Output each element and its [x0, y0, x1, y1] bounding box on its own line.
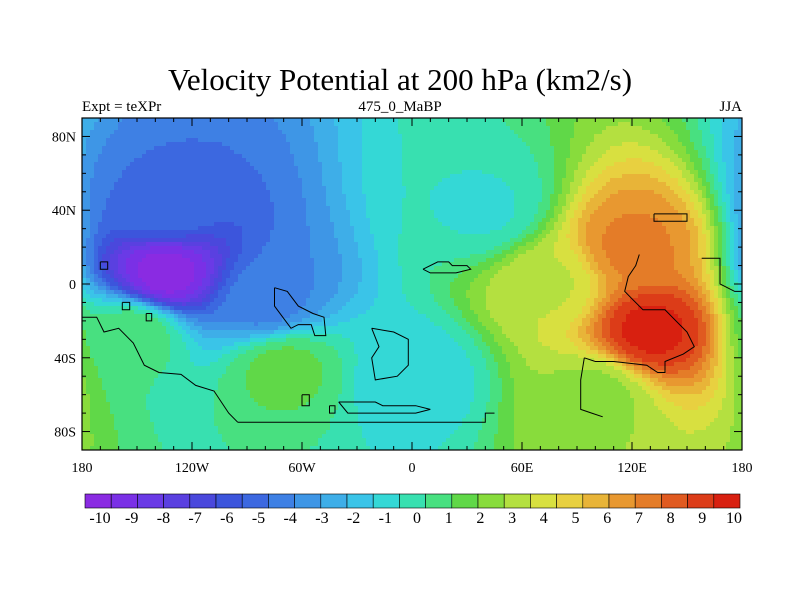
- coastline-3: [371, 327, 409, 381]
- coastline-7: [580, 357, 603, 418]
- colorbar-label: -7: [188, 510, 201, 527]
- y-tick-label: 0: [69, 278, 76, 293]
- colorbar-label: -5: [252, 510, 265, 527]
- coastline-4: [338, 401, 431, 414]
- coastline-11: [145, 313, 153, 322]
- colorbar-label: -6: [220, 510, 233, 527]
- colorbar-box: [241, 493, 269, 509]
- colorbar-label: -3: [315, 510, 328, 527]
- x-tick-label: 60W: [288, 461, 316, 476]
- experiment-label: Expt = teXPr: [82, 99, 162, 115]
- coastline-10: [121, 301, 131, 311]
- x-tick-label: 180: [72, 461, 93, 476]
- coastline-14: [329, 405, 336, 414]
- coastline-12: [99, 261, 109, 270]
- x-tick-label: 180: [732, 461, 753, 476]
- colorbar-labels: -10 -9 -8 -7 -6 -5 -4 -3 -2 -1 0 1 2 3 4 5 6 7 8 9 10: [89, 510, 742, 527]
- colorbar-label: 10: [726, 510, 742, 527]
- y-axis-labels: 80N 40N 0 40S 80S: [52, 130, 76, 440]
- colorbar-box: [268, 493, 295, 509]
- colorbar-label: 3: [508, 510, 516, 527]
- colorbar-label: 1: [445, 510, 453, 527]
- x-tick-label: 0: [409, 461, 416, 476]
- coastline-5: [422, 261, 472, 274]
- colorbar-box: [163, 493, 191, 509]
- colorbar-label: -2: [347, 510, 360, 527]
- coastline-13: [301, 394, 310, 407]
- y-tick-label: 40N: [52, 204, 76, 219]
- colorbar-box: [399, 493, 426, 509]
- colorbar-box: [451, 493, 479, 509]
- colorbar-label: 2: [476, 510, 484, 527]
- colorbar-box: [425, 493, 453, 509]
- colorbar-box: [84, 493, 112, 509]
- y-tick-label: 40S: [54, 352, 76, 367]
- contour-field: [82, 118, 742, 450]
- colorbar-label: 0: [413, 510, 421, 527]
- colorbar-box: [215, 493, 243, 509]
- colorbar-label: -4: [284, 510, 297, 527]
- coastline-1: [237, 412, 495, 423]
- colorbar-box: [294, 493, 322, 509]
- colorbar-box: [634, 493, 662, 509]
- coastlines: [82, 213, 742, 423]
- season-label: JJA: [719, 99, 742, 115]
- colorbar-label: 5: [572, 510, 580, 527]
- colorbar-box: [608, 493, 636, 509]
- colorbar-label: 8: [667, 510, 675, 527]
- colorbar-box: [477, 493, 505, 509]
- colorbar-box: [530, 493, 557, 509]
- colorbar-box: [372, 493, 400, 509]
- colorbar-box: [503, 493, 531, 509]
- x-tick-label: 120E: [617, 461, 647, 476]
- colorbar-box: [320, 493, 348, 509]
- colorbar-label: -10: [89, 510, 110, 527]
- colorbar-label: 6: [603, 510, 611, 527]
- colorbar-label: 4: [540, 510, 548, 527]
- colorbar-label: 7: [635, 510, 643, 527]
- colorbar-box: [137, 493, 164, 509]
- colorbar-label: 9: [698, 510, 706, 527]
- colorbar-box: [189, 493, 217, 509]
- colorbar-box: [346, 493, 374, 509]
- run-label: 475_0_MaBP: [358, 99, 442, 115]
- coastline-9: [701, 257, 742, 292]
- colorbar-box: [582, 493, 610, 509]
- coastline-8: [653, 213, 688, 222]
- y-tick-label: 80S: [54, 426, 76, 441]
- coastline-2: [274, 287, 327, 337]
- x-tick-label: 60E: [511, 461, 534, 476]
- colorbar-box: [110, 493, 138, 509]
- x-axis-labels: 180 120W 60W 0 60E 120E 180: [72, 461, 753, 476]
- colorbar-box: [687, 493, 715, 509]
- colorbar-label: -8: [157, 510, 170, 527]
- axis-ticks: [81, 117, 743, 451]
- y-tick-label: 80N: [52, 130, 76, 145]
- colorbar-label: -9: [125, 510, 138, 527]
- colorbar-label: -1: [379, 510, 392, 527]
- coastline-0: [82, 316, 239, 423]
- colorbar-box: [713, 493, 741, 509]
- x-tick-label: 120W: [175, 461, 210, 476]
- map-title: Velocity Potential at 200 hPa (km2/s): [167, 62, 633, 97]
- colorbar-box: [556, 493, 584, 509]
- colorbar-box: [661, 493, 688, 509]
- coastline-6: [584, 254, 695, 373]
- colorbar: [84, 493, 741, 509]
